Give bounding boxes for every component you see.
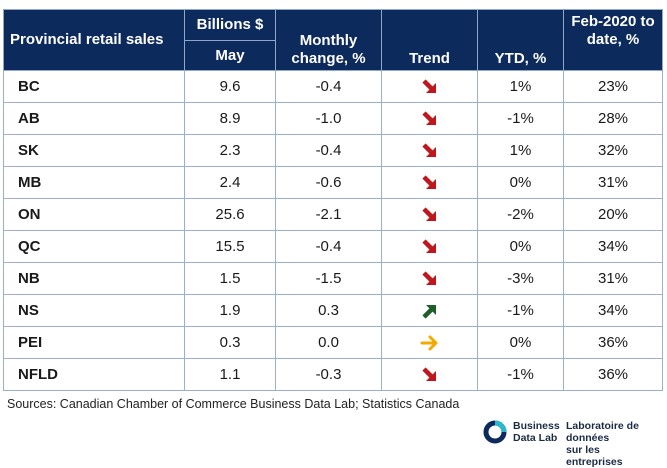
header-feb-2020-to-date: Feb-2020 to date, %: [563, 9, 663, 71]
province-cell: BC: [3, 70, 185, 103]
logo-fr-line2: sur les entreprises: [566, 444, 623, 468]
header-provincial-retail-sales: Provincial retail sales: [3, 9, 185, 71]
billions-cell: 1.1: [184, 358, 276, 391]
province-cell: NB: [3, 262, 185, 295]
trend-down-arrow-icon: [382, 141, 477, 161]
table-body: BC 9.6 -0.4 1% 23% AB 8.9 -1.0 -1% 28% SK 2.3 -0.4 1%…: [3, 70, 663, 391]
trend-cell: [381, 198, 478, 231]
province-cell: NS: [3, 294, 185, 327]
ytd-cell: -2%: [477, 198, 564, 231]
retail-sales-table: Provincial retail sales Billions $ Month…: [3, 9, 663, 391]
billions-cell: 1.5: [184, 262, 276, 295]
table-row: AB 8.9 -1.0 -1% 28%: [3, 102, 663, 135]
source-note: Sources: Canadian Chamber of Commerce Bu…: [7, 397, 460, 411]
feb-2020-to-date-cell: 32%: [563, 134, 663, 167]
feb-2020-to-date-cell: 34%: [563, 230, 663, 263]
monthly-change-cell: 0.3: [275, 294, 382, 327]
billions-cell: 8.9: [184, 102, 276, 135]
province-cell: SK: [3, 134, 185, 167]
trend-down-arrow-icon: [382, 365, 477, 385]
monthly-change-cell: -0.4: [275, 230, 382, 263]
monthly-change-cell: -2.1: [275, 198, 382, 231]
monthly-change-cell: -0.3: [275, 358, 382, 391]
header-billions: Billions $: [184, 9, 276, 41]
trend-up-arrow-icon: [382, 301, 477, 321]
billions-cell: 9.6: [184, 70, 276, 103]
billions-cell: 15.5: [184, 230, 276, 263]
header-monthly-change: Monthly change, %: [275, 9, 382, 71]
trend-cell: [381, 230, 478, 263]
ytd-cell: 1%: [477, 70, 564, 103]
monthly-change-cell: -1.5: [275, 262, 382, 295]
ytd-cell: -1%: [477, 294, 564, 327]
feb-2020-to-date-cell: 31%: [563, 262, 663, 295]
province-cell: MB: [3, 166, 185, 199]
billions-cell: 25.6: [184, 198, 276, 231]
trend-cell: [381, 70, 478, 103]
feb-2020-to-date-cell: 23%: [563, 70, 663, 103]
logo-fr-line1: Laboratoire de données: [566, 420, 639, 444]
billions-cell: 2.3: [184, 134, 276, 167]
trend-cell: [381, 294, 478, 327]
feb-2020-to-date-cell: 28%: [563, 102, 663, 135]
billions-cell: 1.9: [184, 294, 276, 327]
ytd-cell: 1%: [477, 134, 564, 167]
trend-cell: [381, 358, 478, 391]
logo-french-text: Laboratoire de données sur les entrepris…: [566, 420, 658, 468]
province-cell: ON: [3, 198, 185, 231]
table-row: SK 2.3 -0.4 1% 32%: [3, 134, 663, 167]
trend-down-arrow-icon: [382, 109, 477, 129]
trend-down-arrow-icon: [382, 269, 477, 289]
trend-down-arrow-icon: [382, 77, 477, 97]
monthly-change-cell: -0.4: [275, 134, 382, 167]
table-row: QC 15.5 -0.4 0% 34%: [3, 230, 663, 263]
ytd-cell: -3%: [477, 262, 564, 295]
feb-2020-to-date-cell: 36%: [563, 326, 663, 359]
trend-cell: [381, 262, 478, 295]
table-row: NB 1.5 -1.5 -3% 31%: [3, 262, 663, 295]
ytd-cell: 0%: [477, 230, 564, 263]
trend-cell: [381, 102, 478, 135]
header-ytd: YTD, %: [477, 9, 564, 71]
trend-down-arrow-icon: [382, 237, 477, 257]
province-cell: QC: [3, 230, 185, 263]
monthly-change-cell: 0.0: [275, 326, 382, 359]
table-row: MB 2.4 -0.6 0% 31%: [3, 166, 663, 199]
province-cell: PEI: [3, 326, 185, 359]
monthly-change-cell: -0.4: [275, 70, 382, 103]
table-row: NS 1.9 0.3 -1% 34%: [3, 294, 663, 327]
monthly-change-cell: -1.0: [275, 102, 382, 135]
ytd-cell: 0%: [477, 326, 564, 359]
trend-down-arrow-icon: [382, 173, 477, 193]
ytd-cell: -1%: [477, 358, 564, 391]
table-row: BC 9.6 -0.4 1% 23%: [3, 70, 663, 103]
table-row: NFLD 1.1 -0.3 -1% 36%: [3, 358, 663, 391]
feb-2020-to-date-cell: 31%: [563, 166, 663, 199]
province-cell: NFLD: [3, 358, 185, 391]
feb-2020-to-date-cell: 34%: [563, 294, 663, 327]
business-data-lab-logo: Business Data Lab Laboratoire de données…: [483, 419, 658, 468]
header-may: May: [184, 40, 276, 71]
feb-2020-to-date-cell: 36%: [563, 358, 663, 391]
trend-down-arrow-icon: [382, 205, 477, 225]
trend-cell: [381, 326, 478, 359]
trend-cell: [381, 134, 478, 167]
logo-en-line1: Business: [513, 420, 560, 432]
province-cell: AB: [3, 102, 185, 135]
header-trend: Trend: [381, 9, 478, 71]
ytd-cell: -1%: [477, 102, 564, 135]
trend-flat-arrow-icon: [382, 333, 477, 353]
billions-cell: 2.4: [184, 166, 276, 199]
monthly-change-cell: -0.6: [275, 166, 382, 199]
trend-cell: [381, 166, 478, 199]
feb-2020-to-date-cell: 20%: [563, 198, 663, 231]
business-data-lab-logo-mark: [483, 420, 507, 444]
logo-en-line2: Data Lab: [513, 432, 558, 444]
billions-cell: 0.3: [184, 326, 276, 359]
table-row: ON 25.6 -2.1 -2% 20%: [3, 198, 663, 231]
logo-english-text: Business Data Lab: [513, 420, 560, 444]
ytd-cell: 0%: [477, 166, 564, 199]
table-row: PEI 0.3 0.0 0% 36%: [3, 326, 663, 359]
